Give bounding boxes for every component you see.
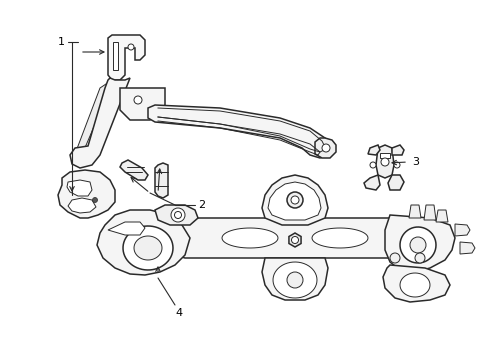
Polygon shape [379, 153, 389, 158]
Circle shape [389, 253, 399, 263]
Polygon shape [222, 228, 278, 248]
Polygon shape [387, 175, 403, 190]
Circle shape [92, 198, 97, 202]
Circle shape [174, 211, 181, 219]
Polygon shape [288, 233, 301, 247]
Polygon shape [108, 222, 145, 235]
Polygon shape [262, 175, 327, 225]
Text: 3: 3 [411, 157, 418, 167]
Polygon shape [68, 198, 96, 213]
Circle shape [409, 237, 425, 253]
Circle shape [286, 192, 303, 208]
Text: 2: 2 [198, 200, 204, 210]
Text: 4: 4 [175, 308, 182, 318]
Polygon shape [155, 163, 168, 198]
Polygon shape [399, 273, 429, 297]
Circle shape [369, 162, 375, 168]
Circle shape [286, 272, 303, 288]
Polygon shape [134, 236, 162, 260]
Polygon shape [113, 42, 118, 70]
Polygon shape [435, 210, 447, 222]
Polygon shape [367, 145, 379, 155]
Polygon shape [454, 224, 469, 236]
Circle shape [321, 144, 329, 152]
Polygon shape [423, 205, 435, 220]
Polygon shape [75, 80, 114, 158]
Polygon shape [267, 182, 320, 220]
Polygon shape [311, 228, 367, 248]
Polygon shape [120, 160, 148, 180]
Polygon shape [58, 170, 115, 218]
Circle shape [380, 158, 388, 166]
Circle shape [128, 44, 134, 50]
Circle shape [291, 237, 298, 243]
Polygon shape [384, 215, 454, 272]
Polygon shape [70, 78, 130, 168]
Polygon shape [170, 218, 419, 258]
Polygon shape [148, 105, 329, 158]
Polygon shape [155, 205, 198, 225]
Polygon shape [399, 227, 435, 263]
Polygon shape [262, 258, 327, 300]
Polygon shape [459, 242, 474, 254]
Polygon shape [272, 262, 316, 298]
Circle shape [290, 196, 298, 204]
Polygon shape [363, 175, 379, 190]
Circle shape [414, 253, 424, 263]
Polygon shape [125, 92, 158, 113]
Text: 1: 1 [58, 37, 65, 47]
Polygon shape [314, 138, 335, 158]
Polygon shape [97, 210, 190, 275]
Polygon shape [120, 88, 164, 120]
Polygon shape [391, 145, 403, 155]
Polygon shape [375, 145, 393, 178]
Polygon shape [382, 265, 449, 302]
Circle shape [393, 162, 399, 168]
Polygon shape [408, 205, 420, 218]
Polygon shape [67, 180, 92, 196]
Polygon shape [108, 35, 145, 80]
Circle shape [134, 96, 142, 104]
Circle shape [171, 208, 184, 222]
Polygon shape [123, 226, 173, 270]
